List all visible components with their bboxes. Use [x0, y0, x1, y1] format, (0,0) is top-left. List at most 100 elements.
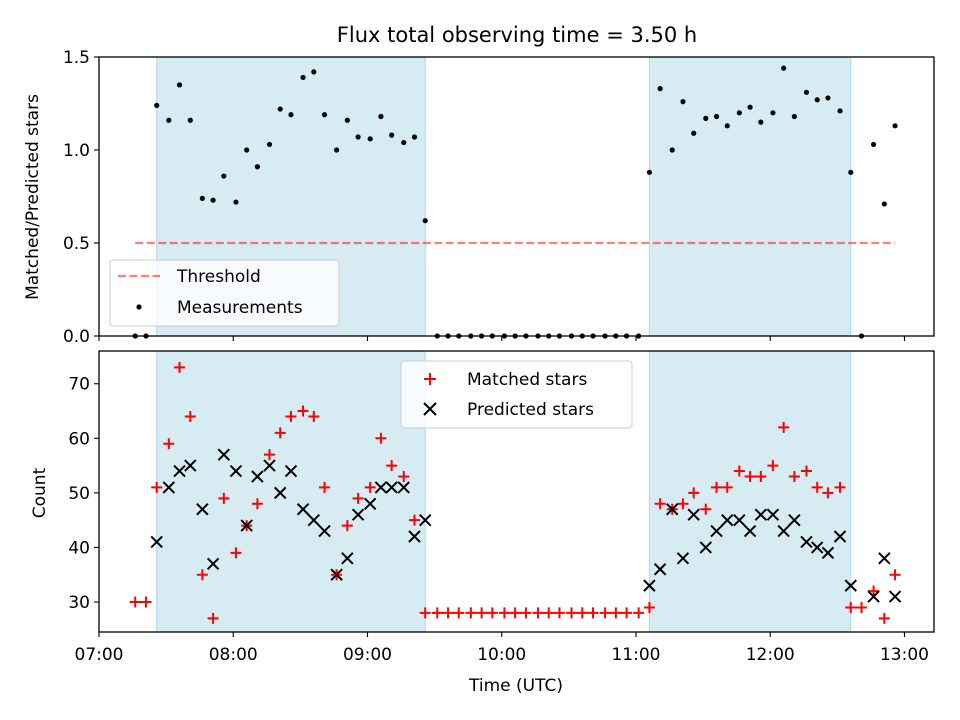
top-legend: Threshold Measurements [109, 259, 340, 327]
matched-star-point [174, 361, 186, 373]
measurement-point [881, 201, 887, 207]
measurement-point [892, 123, 898, 129]
measurement-point [703, 115, 709, 121]
matched-star-point [263, 449, 275, 461]
measurement-point [254, 164, 261, 170]
matched-star-point [520, 607, 532, 619]
matched-star-point [285, 410, 297, 422]
matched-star-point [140, 596, 152, 608]
matched-star-point [476, 607, 488, 619]
predicted-star-point [878, 552, 891, 565]
measurement-point [334, 147, 340, 153]
measurement-point [277, 106, 283, 112]
matched-star-point [576, 607, 588, 619]
predicted-star-point [330, 568, 343, 581]
predicted-star-point [419, 513, 432, 527]
predicted-star-point [810, 541, 824, 554]
matched-star-point [532, 607, 544, 619]
predicted-star-point [374, 481, 388, 494]
matched-star-point [465, 607, 477, 619]
predicted-star-point [150, 535, 163, 549]
matched-star-point [207, 612, 219, 624]
measurement-points [132, 65, 898, 339]
legend-measurements-label: Measurements [177, 298, 303, 318]
predicted-star-point [888, 590, 902, 603]
matched-star-point [834, 481, 846, 493]
matched-star-point [654, 498, 666, 510]
legend-matched-swatch [424, 373, 436, 385]
predicted-star-point [833, 530, 847, 543]
x-tick-label: 08:00 [209, 645, 258, 665]
matched-star-point [621, 607, 633, 619]
matched-star-point [274, 427, 286, 439]
predicted-star-point [710, 524, 723, 538]
measurement-point [187, 117, 193, 123]
x-tick-label: 13:00 [880, 645, 929, 665]
predicted-star-point [666, 503, 679, 516]
measurement-point [344, 117, 350, 123]
predicted-star-point [251, 470, 264, 483]
matched-star-point [442, 607, 454, 619]
matched-star-point [845, 601, 857, 613]
predicted-star-point [196, 503, 209, 516]
predicted-star-point [184, 459, 197, 472]
measurement-point [233, 199, 239, 205]
matched-star-point [419, 607, 431, 619]
matched-star-point [721, 481, 733, 493]
predicted-star-point [284, 464, 298, 478]
measurement-point [321, 112, 328, 118]
matched-star-point [509, 607, 521, 619]
matched-star-point [486, 607, 498, 619]
matched-star-point [196, 569, 208, 581]
matched-star-point [364, 481, 376, 493]
predicted-star-point [721, 513, 734, 527]
matched-star-point [431, 607, 443, 619]
top-y-ticks: 0.0 0.5 1.0 1.5 [63, 48, 99, 347]
predicted-star-point [263, 459, 276, 472]
matched-star-point [566, 607, 578, 619]
measurement-point [378, 113, 384, 120]
legend-measurements-swatch [136, 304, 142, 310]
measurement-point [747, 104, 753, 110]
predicted-star-point [397, 481, 410, 494]
measurement-point [367, 136, 373, 142]
predicted-star-point [766, 508, 780, 521]
measurement-point [837, 108, 843, 114]
matched-star-point [733, 465, 745, 477]
x-tick-label: 09:00 [343, 645, 392, 665]
measurement-point [691, 130, 697, 136]
matched-star-point [352, 492, 364, 504]
y-tick-label: 40 [68, 538, 90, 558]
matched-star-point [184, 410, 196, 422]
matched-star-point [587, 607, 599, 619]
top-panel: 0.0 0.5 1.0 1.5 Matched/Predicted stars Thr… [23, 48, 935, 347]
measurement-point [288, 112, 294, 118]
y-tick-label: 30 [68, 593, 90, 613]
y-tick-label: 0.0 [63, 327, 90, 347]
y-tick-label: 50 [68, 484, 90, 504]
predicted-star-point [699, 541, 712, 554]
measurement-point [166, 117, 172, 123]
predicted-star-point [408, 530, 421, 543]
matched-star-point [163, 438, 175, 450]
x-tick-label: 12:00 [746, 645, 795, 665]
matched-star-point [700, 503, 712, 515]
measurement-point [266, 141, 273, 148]
measurement-point [791, 113, 797, 120]
measurement-point [669, 147, 675, 153]
bottom-x-ticks: 07:00 08:00 09:00 10:00 11:00 12:00 13:00 [75, 632, 929, 665]
x-axis-label: Time (UTC) [468, 676, 563, 696]
matched-star-point [319, 481, 331, 493]
measurement-point [781, 65, 787, 71]
predicted-star-point [307, 513, 320, 527]
predicted-star-point [788, 513, 801, 527]
predicted-star-point [229, 464, 243, 478]
matched-star-point [755, 470, 767, 482]
x-tick-label: 11:00 [611, 645, 660, 665]
predicted-star-point [385, 481, 398, 494]
measurement-point [221, 173, 227, 179]
predicted-star-point [777, 524, 790, 538]
measurement-point [244, 147, 250, 153]
matched-star-point [308, 410, 320, 422]
matched-star-point [251, 498, 263, 510]
